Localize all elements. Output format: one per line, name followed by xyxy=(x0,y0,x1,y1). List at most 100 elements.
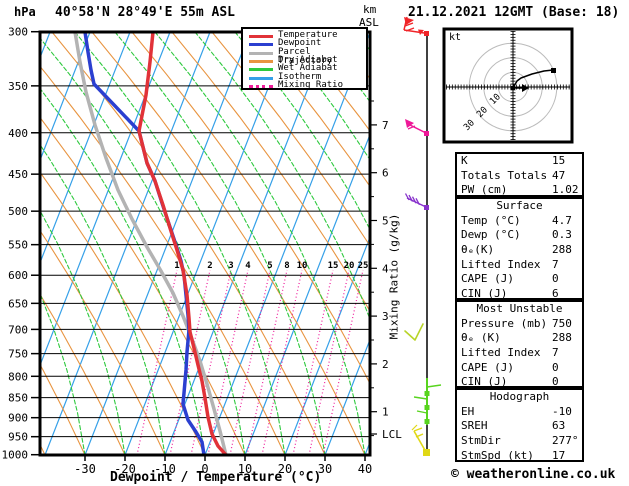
pressure-tick-label: 350 xyxy=(8,80,28,93)
legend-line-sample xyxy=(249,51,273,55)
row-value: 750 xyxy=(552,316,572,330)
row-label: Temp (°C) xyxy=(461,213,521,227)
legend-item: Temperature xyxy=(247,30,365,40)
km-tick-label: 3 xyxy=(382,310,389,323)
row-value: 17 xyxy=(552,448,566,462)
lcl-tick-label: LCL xyxy=(382,428,402,441)
table-row: θₑ(K) 288 xyxy=(457,243,582,258)
pressure-tick-label: 800 xyxy=(8,370,28,383)
pressure-tick-label: 450 xyxy=(8,168,28,181)
wind-barb-staff xyxy=(403,16,442,456)
table-row: SREH 63 xyxy=(457,419,582,434)
copyright-label: © weatheronline.co.uk xyxy=(451,467,616,482)
station-title: 40°58'N 28°49'E 55m ASL xyxy=(55,5,236,20)
legend-line-sample xyxy=(249,76,273,80)
table-row: Totals Totals 47 xyxy=(457,169,582,184)
chart-background xyxy=(40,32,370,455)
km-tick-label: 2 xyxy=(382,358,389,371)
pressure-unit-label: hPa xyxy=(14,5,36,19)
legend-item-label: Temperature xyxy=(278,30,338,40)
wind-barb-yellow-sfc xyxy=(411,424,430,456)
pressure-tick-label: 650 xyxy=(8,297,28,310)
pressure-tick-label: 700 xyxy=(8,323,28,336)
row-label: Pressure (mb) xyxy=(461,316,548,330)
row-value: 15 xyxy=(552,154,566,167)
table-indices: K 15 Totals Totals 47 PW (cm) 1.02 xyxy=(455,152,584,197)
row-value: 0 xyxy=(552,360,559,374)
row-value: 7 xyxy=(552,257,559,271)
legend-line-sample xyxy=(249,43,273,47)
wind-barb-lime-check xyxy=(404,323,424,341)
km-tick-label: 4 xyxy=(382,262,389,275)
datetime-title: 21.12.2021 12GMT (Base: 18) xyxy=(408,5,620,20)
pressure-tick-label: 600 xyxy=(8,269,28,282)
legend-item-label: Wet Adiabat xyxy=(278,63,338,74)
table-row: CIN (J) 0 xyxy=(457,375,582,390)
pressure-tick-label: 950 xyxy=(8,431,28,444)
row-value: 0 xyxy=(552,375,559,389)
wind-barb-green-cluster xyxy=(413,378,442,425)
row-label: SREH xyxy=(461,419,488,433)
table-title: Hodograph xyxy=(489,390,550,403)
mixing-ratio-value-label: 2 xyxy=(207,261,212,271)
legend-item: Dry Adiabat xyxy=(247,54,365,65)
temperature-tick-label: 20 xyxy=(278,462,292,476)
row-label: CAPE (J) xyxy=(461,272,514,286)
row-label: StmSpd (kt) xyxy=(461,448,534,462)
table-row: CAPE (J) 0 xyxy=(457,361,582,376)
legend-item-label: Parcel Trajectory xyxy=(278,46,333,66)
pressure-tick-label: 500 xyxy=(8,205,28,218)
mixing-ratio-value-label: 8 xyxy=(284,261,289,271)
row-label: CAPE (J) xyxy=(461,360,514,374)
row-label: PW (cm) xyxy=(461,183,508,197)
legend-item: Wet Adiabat xyxy=(247,63,365,74)
pressure-tick-label: 850 xyxy=(8,392,28,405)
legend-item-label: Dry Adiabat xyxy=(278,54,338,65)
row-label: EH xyxy=(461,404,475,418)
row-value: 1.02 xyxy=(552,183,579,197)
table-row: PW (cm) 1.02 xyxy=(457,183,582,198)
row-label: K xyxy=(461,154,468,167)
legend-line-sample xyxy=(249,59,273,63)
table-hodograph: Hodograph EH -10 SREH 63 StmDir 277° StmSpd (kt… xyxy=(455,388,584,462)
row-label: Dewp (°C) xyxy=(461,228,521,242)
legend-item: Mixing Ratio xyxy=(247,79,365,90)
legend-line-sample xyxy=(249,84,273,88)
legend-line-sample xyxy=(249,68,273,72)
mixing-ratio-axis-label: Mixing Ratio (g/kg) xyxy=(387,213,401,340)
km-tick-label: 5 xyxy=(382,215,389,228)
row-value: 288 xyxy=(552,331,572,345)
pressure-tick-label: 400 xyxy=(8,127,28,140)
table-title: Surface xyxy=(496,199,543,212)
pressure-tick-label: 750 xyxy=(8,348,28,361)
mixing-ratio-value-label: 20 xyxy=(344,261,355,271)
km-tick-label: 7 xyxy=(382,119,389,132)
table-row: CAPE (J) 0 xyxy=(457,272,582,287)
mixing-ratio-value-label: 15 xyxy=(328,261,339,271)
mixing-ratio-value-label: 25 xyxy=(358,261,369,271)
row-label: Lifted Index xyxy=(461,257,541,271)
temperature-tick-label: 40 xyxy=(358,462,372,476)
table-row: Lifted Index 7 xyxy=(457,258,582,273)
table-most-unstable: Most Unstable Pressure (mb) 750 θₑ (K) 288 Li… xyxy=(455,300,584,388)
temperature-tick-label: -30 xyxy=(74,462,96,476)
table-row: EH -10 xyxy=(457,405,582,420)
mixing-ratio-value-label: 10 xyxy=(297,261,308,271)
table-row: θₑ (K) 288 xyxy=(457,331,582,346)
mixing-ratio-value-label: 3 xyxy=(228,261,233,271)
temperature-tick-label: 10 xyxy=(238,462,252,476)
legend-item: Isotherm xyxy=(247,72,365,82)
legend-item-label: Mixing Ratio xyxy=(278,79,344,90)
row-value: -10 xyxy=(552,404,572,418)
hodograph-unit-label: kt xyxy=(449,32,462,43)
pressure-tick-label: 900 xyxy=(8,412,28,425)
legend-line-sample xyxy=(249,35,273,38)
table-row: K 15 xyxy=(457,154,582,169)
wind-barb-red-flag xyxy=(403,16,429,36)
row-value: 277° xyxy=(552,434,579,448)
legend-item-label: Dewpoint xyxy=(278,38,322,49)
mixing-ratio-value-label: 4 xyxy=(245,261,251,271)
row-value: 7 xyxy=(552,346,559,360)
